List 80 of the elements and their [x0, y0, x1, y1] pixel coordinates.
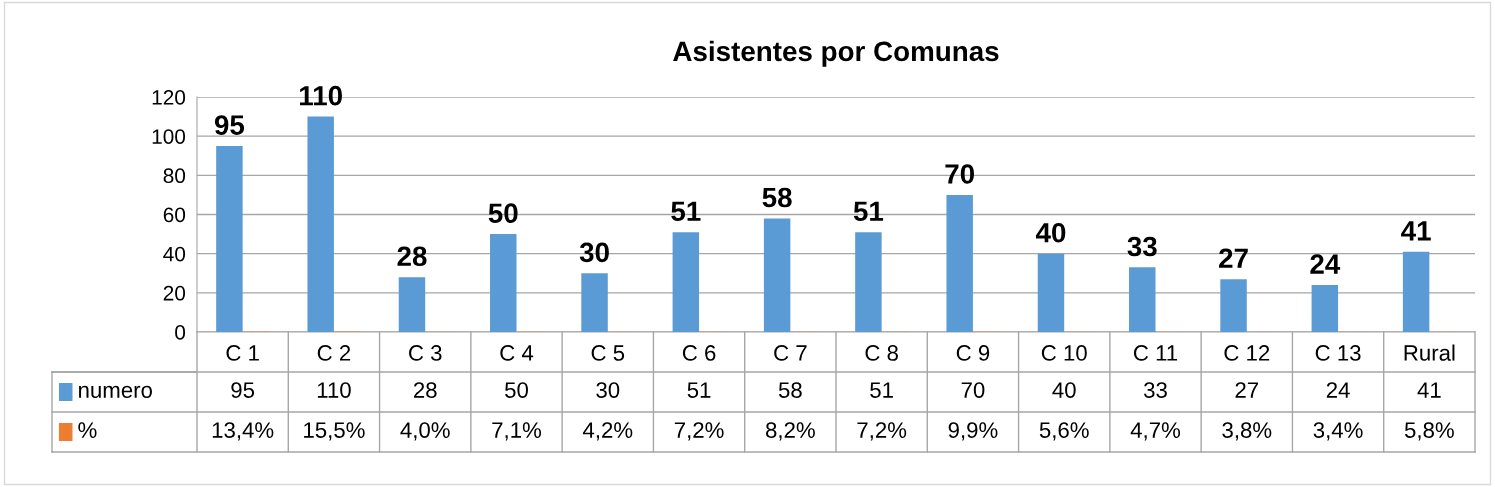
- y-tick-label: 100: [152, 129, 186, 144]
- y-tick-label: 120: [152, 90, 186, 105]
- x-tick-label: C 4: [500, 345, 534, 361]
- text: 58: [762, 187, 792, 208]
- bar: [672, 232, 700, 332]
- data-label: 51: [687, 382, 711, 398]
- data-label: 4,0%: [400, 422, 450, 441]
- bar: [581, 273, 608, 332]
- text: 28: [397, 246, 427, 267]
- bar: [398, 277, 426, 332]
- data-label: 8,2%: [766, 422, 815, 441]
- text: 33: [1127, 236, 1157, 257]
- x-tick-label: C 12: [1224, 345, 1270, 361]
- y-tick-label: 40: [163, 246, 186, 262]
- bar: [855, 232, 882, 332]
- legend-label: numero: [79, 385, 152, 398]
- bar: [1402, 251, 1430, 332]
- y-tick-label: 80: [163, 168, 186, 184]
- text: 51: [671, 201, 701, 222]
- data-label: 7,2%: [674, 422, 724, 441]
- text: 40: [1035, 222, 1066, 243]
- x-tick-label: Rural: [1404, 344, 1455, 361]
- bar: [490, 234, 517, 332]
- bar: [1220, 279, 1247, 332]
- x-tick-label: C 6: [682, 345, 716, 361]
- text: 27: [1219, 248, 1248, 268]
- x-tick-label: C 1: [226, 345, 259, 361]
- x-tick-label: C 13: [1315, 345, 1361, 361]
- y-tick-label: 60: [163, 207, 186, 223]
- text: 41: [1401, 221, 1431, 241]
- data-label: 5,8%: [1404, 422, 1454, 441]
- data-label: 50: [505, 382, 528, 398]
- y-tick-label: 20: [163, 285, 186, 301]
- text: 95: [214, 115, 245, 135]
- x-tick-label: C 7: [774, 345, 807, 361]
- text: 50: [488, 203, 518, 224]
- data-label: 5,6%: [1039, 422, 1089, 441]
- bar: [1129, 267, 1156, 332]
- bar: [307, 116, 334, 332]
- chart-title: Asistentes por Comunas: [673, 40, 999, 67]
- x-tick-label: C 11: [1133, 345, 1178, 361]
- x-tick-label: C 8: [865, 345, 898, 361]
- data-label: 70: [961, 382, 985, 398]
- data-label: 95: [231, 382, 255, 398]
- text: 110: [300, 85, 342, 106]
- data-label: 110: [317, 382, 351, 398]
- bar: [1311, 285, 1339, 332]
- data-label: 28: [413, 382, 437, 398]
- data-label: 3,4%: [1313, 422, 1363, 441]
- legend-label: %: [78, 422, 97, 438]
- x-tick-label: C 5: [591, 345, 625, 361]
- data-label: 33: [1143, 382, 1167, 398]
- y-tick-label: 0: [175, 325, 186, 340]
- bar: [763, 218, 791, 332]
- x-tick-label: C 2: [317, 345, 351, 361]
- x-tick-label: C 10: [1041, 345, 1087, 361]
- text: 51: [853, 201, 884, 222]
- data-label: 41: [1417, 382, 1441, 398]
- data-label: 9,9%: [948, 422, 998, 441]
- data-label: 27: [1235, 382, 1259, 398]
- data-label: 30: [596, 382, 620, 398]
- x-tick-label: C 3: [409, 345, 442, 361]
- data-label: 51: [870, 382, 893, 398]
- bar: [946, 194, 973, 332]
- text: 70: [945, 164, 974, 184]
- data-label: 7,1%: [492, 422, 542, 441]
- bar: [216, 145, 243, 332]
- x-tick-label: C 9: [956, 345, 990, 361]
- data-label: 4,7%: [1130, 422, 1181, 441]
- data-label: 40: [1052, 382, 1076, 398]
- data-label: 13,4%: [212, 422, 274, 441]
- bar: [1037, 253, 1065, 332]
- data-label: 24: [1326, 382, 1350, 398]
- text: 30: [579, 242, 609, 263]
- data-label: 4,2%: [582, 422, 633, 441]
- data-label: 3,8%: [1222, 422, 1272, 441]
- text: 24: [1310, 254, 1341, 274]
- data-label: 15,5%: [304, 422, 365, 441]
- data-label: 7,2%: [857, 422, 907, 441]
- data-label: 58: [778, 382, 802, 398]
